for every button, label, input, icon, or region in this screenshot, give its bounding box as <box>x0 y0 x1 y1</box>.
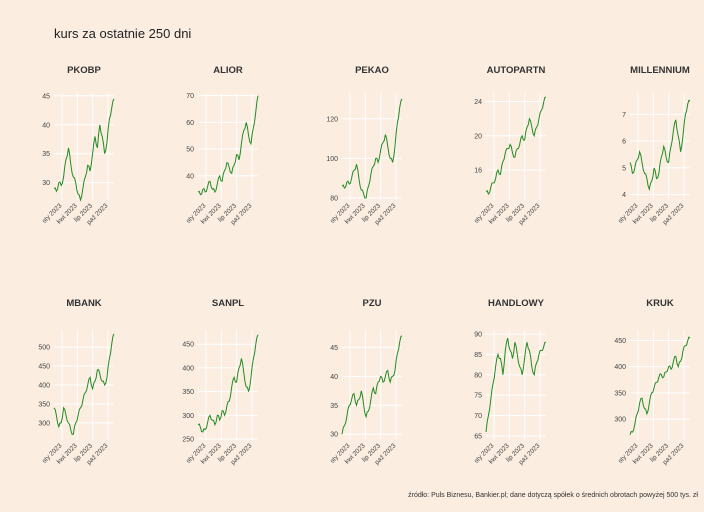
panel-title: SANPL <box>212 298 244 309</box>
y-tick-label: 400 <box>614 364 626 371</box>
y-tick-label: 350 <box>182 389 194 396</box>
panel-title: AUTOPARTN <box>487 65 546 76</box>
y-tick-label: 400 <box>182 365 194 372</box>
panel-title: KRUK <box>646 298 674 309</box>
y-tick-label: 350 <box>38 401 50 408</box>
y-tick-label: 24 <box>474 99 482 106</box>
y-tick-label: 30 <box>330 432 338 439</box>
price-line <box>341 335 403 435</box>
y-tick-label: 7 <box>622 112 626 119</box>
panel-title: MILLENNIUM <box>630 65 690 76</box>
y-tick-label: 35 <box>330 403 338 410</box>
y-tick-label: 6 <box>622 139 626 146</box>
y-tick-label: 80 <box>330 196 338 203</box>
y-tick-label: 35 <box>42 151 50 158</box>
y-tick-label: 450 <box>614 338 626 345</box>
y-tick-label: 350 <box>614 390 626 397</box>
price-line <box>485 96 547 195</box>
y-tick-label: 50 <box>186 147 194 154</box>
y-tick-label: 80 <box>474 372 482 379</box>
price-line <box>197 95 259 196</box>
y-tick-label: 40 <box>42 122 50 129</box>
y-tick-label: 400 <box>38 383 50 390</box>
y-tick-label: 5 <box>622 165 626 172</box>
y-tick-label: 4 <box>622 192 626 199</box>
y-tick-label: 70 <box>474 413 482 420</box>
y-tick-label: 450 <box>182 342 194 349</box>
y-tick-label: 16 <box>474 168 482 175</box>
y-tick-label: 45 <box>330 345 338 352</box>
y-tick-label: 85 <box>474 352 482 359</box>
panel-title: PEKAO <box>355 65 389 76</box>
y-tick-label: 65 <box>474 433 482 440</box>
y-tick-label: 90 <box>474 332 482 339</box>
y-tick-label: 60 <box>186 120 194 127</box>
panel-title: HANDLOWY <box>488 298 545 309</box>
price-line <box>53 333 115 435</box>
y-tick-label: 40 <box>186 173 194 180</box>
y-tick-label: 20 <box>474 133 482 140</box>
price-line <box>341 98 403 199</box>
y-tick-label: 100 <box>326 156 338 163</box>
page-title: kurs za ostatnie 250 dni <box>54 26 192 41</box>
panel-title: MBANK <box>66 298 101 309</box>
price-line <box>485 337 547 432</box>
y-tick-label: 450 <box>38 364 50 371</box>
y-tick-label: 30 <box>42 180 50 187</box>
panel-title: PKOBP <box>67 65 101 76</box>
y-tick-label: 250 <box>182 437 194 444</box>
y-tick-label: 300 <box>614 417 626 424</box>
y-tick-label: 120 <box>326 116 338 123</box>
price-line <box>53 98 115 202</box>
panel-title: PZU <box>363 298 382 309</box>
y-tick-label: 45 <box>42 93 50 100</box>
y-tick-label: 300 <box>182 413 194 420</box>
source-footer: źródło: Puls Biznesu, Bankier.pl; dane d… <box>408 492 698 499</box>
y-tick-label: 300 <box>38 420 50 427</box>
y-tick-label: 70 <box>186 93 194 100</box>
price-line <box>629 99 691 192</box>
price-line <box>197 334 259 433</box>
price-line <box>629 336 691 435</box>
panel-title: ALIOR <box>213 65 243 76</box>
y-tick-label: 500 <box>38 345 50 352</box>
y-tick-label: 40 <box>330 374 338 381</box>
y-tick-label: 75 <box>474 393 482 400</box>
